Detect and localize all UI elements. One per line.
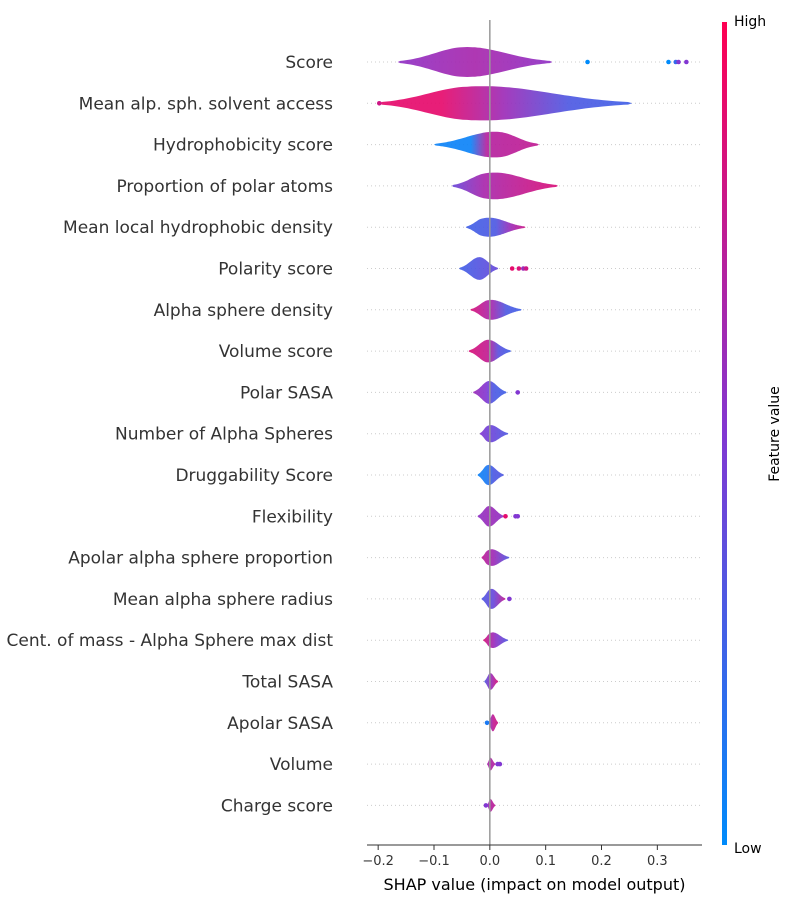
feature-label: Hydrophobicity score [153,136,333,156]
feature-label: Mean alp. sph. solvent access [79,94,333,114]
feature-label: Apolar SASA [227,714,333,734]
x-tick-label: 0.2 [591,854,612,869]
violin-shape [479,425,509,443]
violin-shape [477,464,504,486]
violin-shape [397,47,553,77]
x-tick-label: −0.1 [418,854,450,869]
violin-shape [488,714,499,732]
outlier-point [484,720,490,726]
feature-label: Druggability Score [175,466,333,486]
feature-label: Polar SASA [240,383,333,403]
feature-label: Proportion of polar atoms [116,177,333,197]
outlier-point [515,390,521,395]
feature-label: Total SASA [241,673,333,693]
colorbar-low-label: Low [734,841,762,857]
outlier-point [676,59,681,65]
outlier-point [684,59,689,65]
violin-shape [481,588,506,609]
feature-label: Mean local hydrophobic density [63,218,333,238]
violin-shape [451,172,558,200]
outlier-point [585,59,590,65]
violin-shape [484,673,499,690]
feature-label: Flexibility [252,507,333,527]
feature-labels: Score Mean alp. sph. solvent access Hydrop… [6,53,333,816]
outlier-point [523,266,529,271]
outlier-point [376,101,382,106]
violin-shape [483,632,509,648]
x-tick-label: 0.3 [647,854,668,869]
colorbar-gradient [722,22,727,845]
x-axis: −0.2 −0.1 0.0 0.1 0.2 0.3 SHAP value (impact … [362,844,702,894]
violin-shape [459,257,499,280]
colorbar: High Low Feature value [722,14,783,857]
outlier-point [507,596,512,602]
feature-label: Volume [270,755,333,775]
x-ticks: −0.2 −0.1 0.0 0.1 0.2 0.3 [362,845,668,869]
violin-shape [378,86,633,121]
violin-shape [487,757,496,771]
colorbar-high-label: High [734,14,766,30]
violins [376,47,689,812]
x-tick-label: 0.0 [479,854,500,869]
x-axis-title: SHAP value (impact on model output) [384,875,686,894]
feature-label: Score [285,53,333,73]
violin-shape [481,549,510,566]
outlier-point [515,514,521,519]
violin-shape [470,299,522,320]
colorbar-title: Feature value [767,386,783,482]
violin-shape [465,217,526,237]
outlier-point [497,761,503,767]
outlier-point [483,803,489,808]
outlier-point [503,514,508,519]
feature-label: Charge score [221,796,333,816]
x-tick-label: 0.1 [535,854,556,869]
violin-shape [487,799,496,812]
feature-label: Volume score [219,342,333,362]
outlier-point [509,266,515,271]
feature-label: Polarity score [218,260,333,280]
outlier-point [516,266,522,271]
feature-label: Apolar alpha sphere proportion [68,549,333,569]
outlier-point [666,59,671,65]
feature-label: Alpha sphere density [154,301,333,321]
violin-shape [477,506,504,527]
x-tick-label: −0.2 [362,854,394,869]
feature-label: Mean alpha sphere radius [113,590,333,610]
violin-shape [434,131,539,158]
row-grid-lines [367,61,702,806]
feature-label: Cent. of mass - Alpha Sphere max dist [6,631,333,651]
feature-label: Number of Alpha Spheres [115,425,333,445]
